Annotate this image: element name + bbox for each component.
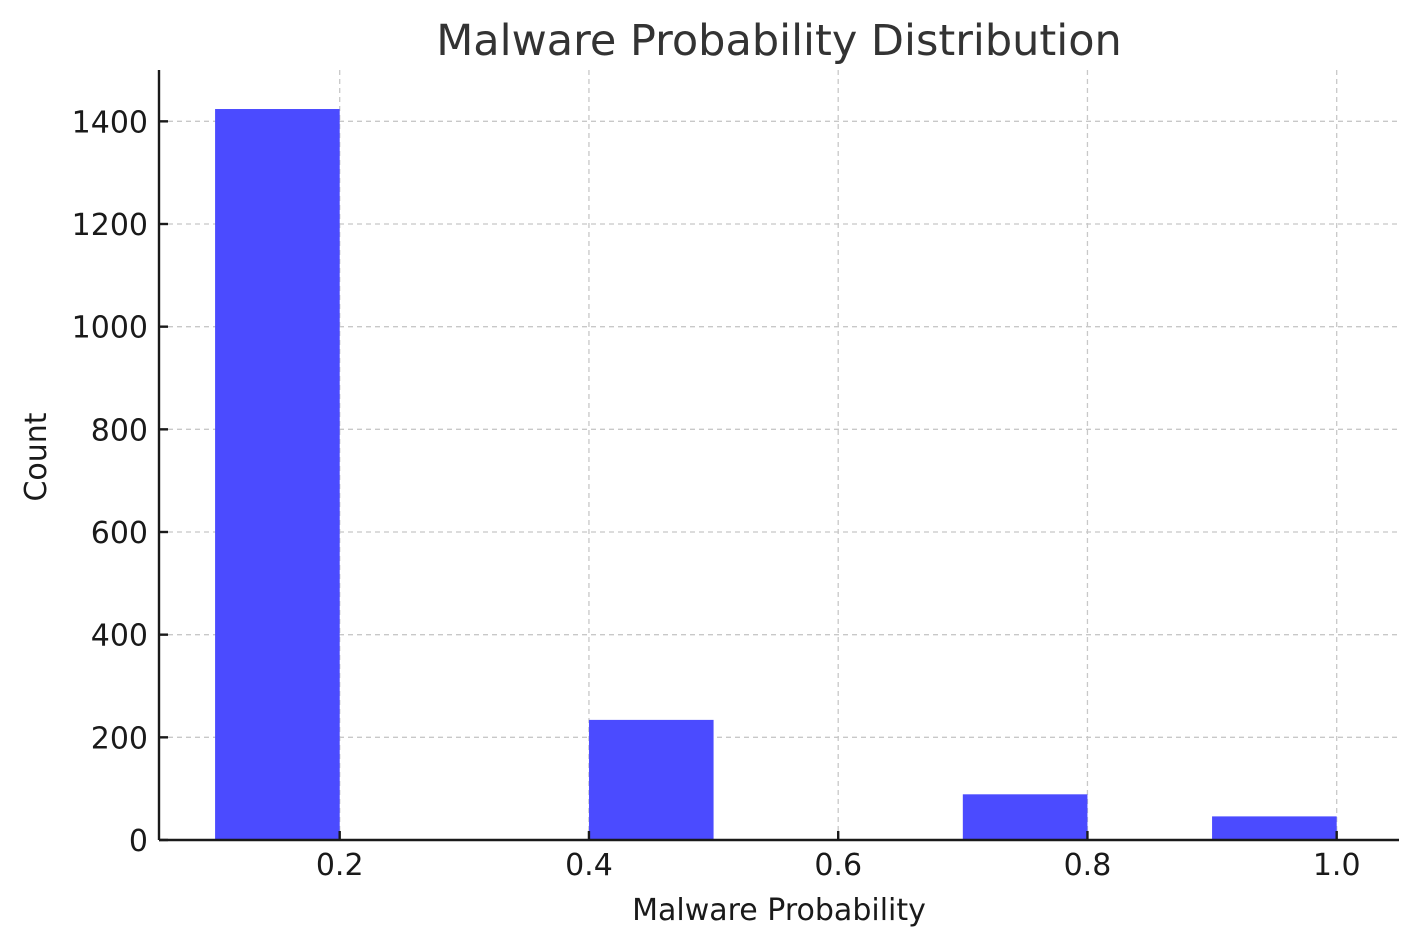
y-tick-label: 400 [91, 619, 148, 654]
chart-title: Malware Probability Distribution [436, 16, 1122, 66]
y-tick-label: 600 [91, 516, 148, 551]
histogram-bar [215, 109, 340, 841]
y-axis-label: Count [19, 412, 54, 501]
histogram-bar [588, 719, 714, 840]
x-tick-label: 0.8 [1064, 848, 1112, 883]
x-tick-label: 0.4 [565, 848, 613, 883]
x-tick-label: 0.6 [814, 848, 862, 883]
y-tick-label: 800 [91, 413, 148, 448]
y-tick-label: 200 [91, 721, 148, 756]
y-tick-label: 1000 [72, 311, 148, 346]
y-tick-label: 1400 [72, 105, 148, 140]
grid-lines [159, 70, 1399, 840]
axis-ticks: 0.2 0.4 0.6 0.8 1.0 0 200 400 600 800 1000 1200 1400 [72, 105, 1361, 883]
y-tick-label: 1200 [72, 208, 148, 243]
x-tick-label: 0.2 [316, 848, 364, 883]
histogram-bars [215, 109, 1337, 841]
x-axis-label: Malware Probability [632, 893, 926, 928]
y-tick-label: 0 [129, 824, 148, 859]
x-tick-label: 1.0 [1313, 848, 1361, 883]
histogram-bar [962, 794, 1088, 840]
histogram-bar [1212, 816, 1337, 840]
